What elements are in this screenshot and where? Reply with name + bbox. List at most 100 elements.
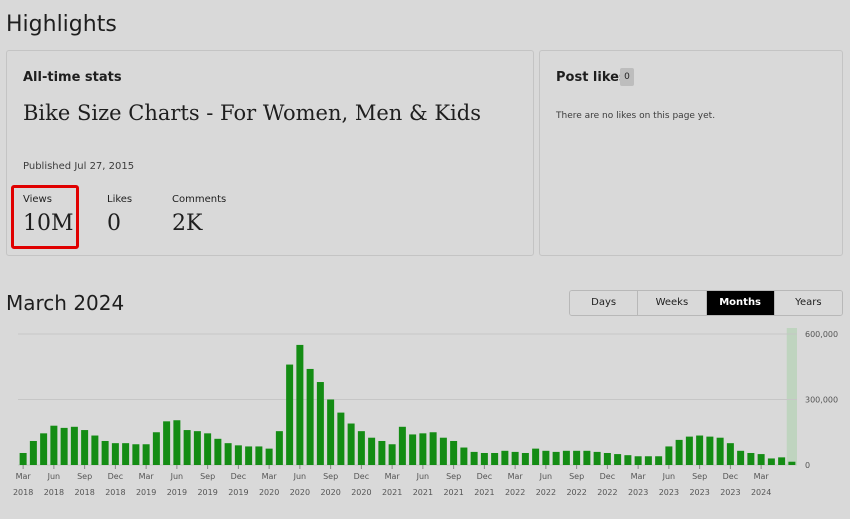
bar[interactable] [142, 444, 150, 465]
bar[interactable] [737, 450, 745, 465]
x-tick-month-label: Mar [139, 472, 155, 481]
bar[interactable] [573, 450, 581, 465]
post-likes-empty-text: There are no likes on this page yet. [556, 111, 716, 121]
bar[interactable] [357, 431, 365, 465]
bar[interactable] [439, 437, 447, 465]
bar[interactable] [204, 433, 212, 465]
bar[interactable] [183, 430, 191, 465]
bar[interactable] [644, 456, 652, 465]
bar[interactable] [70, 426, 78, 465]
tab-days[interactable]: Days [570, 291, 639, 315]
bar[interactable] [450, 440, 458, 465]
bar[interactable] [675, 439, 683, 465]
bar[interactable] [286, 364, 294, 465]
bar[interactable] [491, 452, 499, 465]
bar[interactable] [706, 436, 714, 465]
bar[interactable] [265, 448, 273, 465]
period-title: March 2024 [6, 291, 125, 315]
x-tick-year-label: 2023 [628, 488, 648, 497]
tab-months[interactable]: Months [706, 291, 775, 315]
bar[interactable] [562, 450, 570, 465]
bar[interactable] [347, 423, 355, 465]
x-tick-year-label: 2020 [290, 488, 310, 497]
bar[interactable] [316, 382, 324, 465]
x-tick-month-label: Sep [323, 472, 338, 481]
x-tick-month-label: Dec [723, 472, 738, 481]
x-tick-year-label: 2019 [136, 488, 156, 497]
bar[interactable] [29, 440, 37, 465]
x-tick-year-label: 2019 [228, 488, 248, 497]
bar[interactable] [767, 458, 775, 465]
bar[interactable] [255, 446, 263, 465]
bar[interactable] [224, 443, 232, 465]
bar[interactable] [193, 431, 201, 465]
bar[interactable] [111, 443, 119, 465]
bar[interactable] [40, 433, 48, 465]
x-tick-year-label: 2020 [259, 488, 279, 497]
bar[interactable] [50, 425, 58, 465]
bar[interactable] [460, 447, 468, 465]
views-bar-chart: 0 300,000 600,000 Mar 2018 Jun 2018 Sep 2018 Dec 2… [13, 328, 838, 497]
bar[interactable] [429, 432, 437, 465]
bar[interactable] [747, 452, 755, 465]
bar[interactable] [327, 399, 335, 466]
x-tick-year-label: 2018 [44, 488, 64, 497]
bar[interactable] [419, 433, 427, 465]
bar[interactable] [81, 430, 89, 465]
bar[interactable] [532, 448, 540, 465]
tab-years[interactable]: Years [774, 291, 842, 315]
bar[interactable] [122, 443, 130, 465]
x-tick-month-label: Dec [600, 472, 615, 481]
bar[interactable] [655, 456, 663, 465]
bar[interactable] [696, 435, 704, 465]
bar[interactable] [245, 446, 253, 465]
bar[interactable] [368, 437, 376, 465]
post-likes-count-badge: 0 [620, 68, 634, 86]
bar[interactable] [60, 427, 68, 465]
bar[interactable] [778, 457, 786, 465]
bar[interactable] [634, 456, 642, 465]
bar[interactable] [275, 431, 283, 465]
bar[interactable] [306, 368, 314, 465]
bar[interactable] [726, 443, 734, 465]
bar[interactable] [409, 434, 417, 465]
bar[interactable] [234, 445, 242, 465]
bar[interactable] [378, 440, 386, 465]
bar[interactable] [624, 455, 632, 465]
page-title: Highlights [6, 12, 117, 37]
bar[interactable] [716, 437, 724, 465]
bar[interactable] [501, 450, 509, 465]
bar[interactable] [552, 451, 560, 465]
bar[interactable] [593, 451, 601, 465]
bar[interactable] [163, 421, 171, 465]
bar[interactable] [132, 444, 140, 465]
tab-weeks[interactable]: Weeks [638, 291, 707, 315]
bar[interactable] [19, 452, 27, 465]
bar[interactable] [542, 450, 550, 465]
bar[interactable] [296, 344, 304, 465]
bar[interactable] [788, 461, 796, 465]
x-tick-year-label: 2023 [720, 488, 740, 497]
bar[interactable] [173, 420, 181, 465]
bar[interactable] [470, 451, 478, 465]
bar[interactable] [685, 436, 693, 465]
bar[interactable] [398, 426, 406, 465]
bar[interactable] [757, 454, 765, 465]
bar[interactable] [665, 446, 673, 465]
bar[interactable] [521, 452, 529, 465]
comments-value: 2K [172, 211, 203, 236]
x-tick-month-label: Sep [200, 472, 215, 481]
x-tick-month-label: Jun [293, 472, 307, 481]
bar[interactable] [511, 451, 519, 465]
bar[interactable] [152, 432, 160, 465]
bar[interactable] [480, 452, 488, 465]
bar[interactable] [91, 435, 99, 465]
all-time-stats-card: All-time stats Bike Size Charts - For Wo… [6, 50, 534, 256]
bar[interactable] [337, 412, 345, 465]
bar[interactable] [583, 450, 591, 465]
bar[interactable] [388, 444, 396, 465]
bar[interactable] [603, 452, 611, 465]
bar[interactable] [614, 454, 622, 465]
bar[interactable] [214, 438, 222, 465]
bar[interactable] [101, 440, 109, 465]
